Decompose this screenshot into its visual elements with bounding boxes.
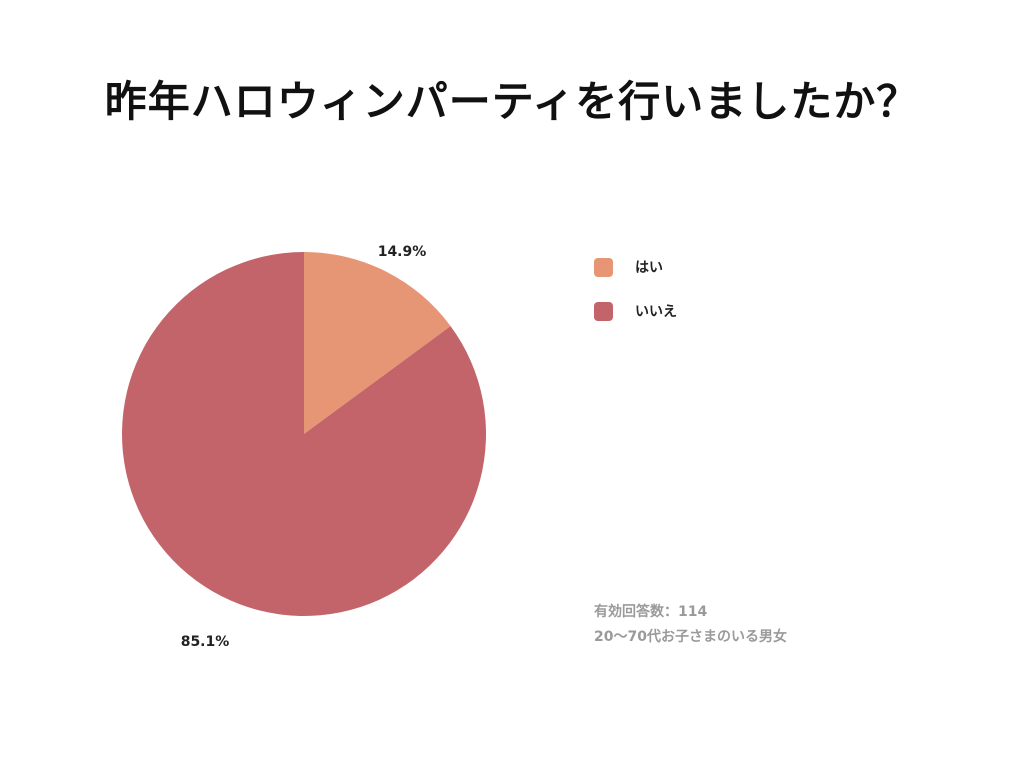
legend-item-yes: はい: [594, 256, 677, 278]
footnote: 有効回答数：114 20〜70代お子さまのいる男女: [594, 600, 787, 650]
legend-swatch-no: [594, 301, 613, 321]
data-label-no: 85.1%: [181, 634, 230, 650]
respondent-count: 有効回答数：114: [594, 604, 708, 620]
pie-slice-no: [122, 252, 487, 617]
legend-label-no: いいえ: [635, 304, 677, 320]
data-label-yes: 14.9%: [378, 244, 427, 260]
legend-label-yes: はい: [635, 260, 663, 276]
respondent-description: 20〜70代お子さまのいる男女: [594, 629, 787, 645]
legend: はい いいえ: [594, 256, 677, 344]
legend-swatch-yes: [594, 257, 613, 277]
pie-slice-yes: [304, 252, 451, 434]
chart-title: 昨年ハロウィンパーティを行いましたか？: [104, 77, 920, 126]
legend-item-no: いいえ: [594, 300, 677, 322]
